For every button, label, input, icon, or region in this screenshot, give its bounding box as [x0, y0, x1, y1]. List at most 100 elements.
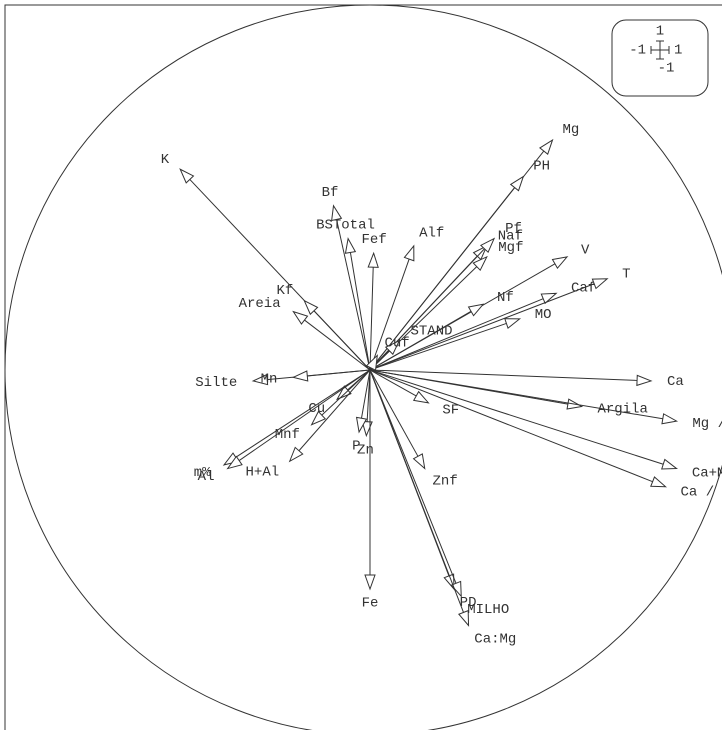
vector-label: m% [194, 465, 211, 481]
vector-label: Fef [362, 232, 387, 248]
vector-label: Ca / K [681, 485, 722, 501]
vector-label: Cuf [384, 336, 409, 352]
vector-shaft [307, 369, 371, 377]
vector-shaft [298, 369, 371, 452]
vector-head [384, 339, 401, 356]
vector-shaft [304, 319, 371, 371]
vector-shaft [238, 369, 371, 461]
vector-head [291, 370, 309, 382]
vector-label: K [161, 152, 170, 168]
vector-label: Mg / K [692, 416, 722, 432]
vector-shaft [360, 369, 371, 419]
y-tick-label: -1 [658, 61, 675, 77]
vector-head [450, 580, 462, 598]
vector-shaft [369, 258, 410, 371]
vector-label: H+Al [246, 464, 280, 480]
vector-shaft [369, 298, 544, 371]
vector-label: Nf [497, 290, 514, 306]
vector-shaft [369, 369, 638, 381]
vector-head [367, 251, 379, 268]
vector-label: V [581, 243, 590, 259]
vector-shaft [369, 369, 464, 613]
vector-label: Naf [498, 228, 523, 244]
vector-head [551, 256, 569, 270]
vector-label: Znf [433, 473, 458, 489]
vector-shaft [369, 187, 515, 371]
vector-shaft [336, 219, 371, 371]
vector-head [650, 476, 668, 488]
vector-head [251, 373, 269, 386]
vector-head [458, 609, 470, 627]
vector-shaft [369, 369, 417, 397]
vector-label: Bf [322, 185, 339, 201]
x-tick-label: -1 [629, 43, 646, 59]
vector-shaft [369, 369, 457, 584]
vector-label: SF [442, 402, 459, 418]
correlation-circle [4, 4, 722, 730]
frame [4, 4, 722, 730]
vector-head [344, 237, 357, 254]
vector-label: Al [198, 469, 215, 485]
vector-head [539, 138, 554, 155]
vector-head [179, 168, 195, 184]
vector-label: MO [535, 307, 552, 323]
vector-head [336, 385, 352, 401]
vector-head [472, 255, 488, 272]
vector-head [292, 310, 309, 325]
vector-label: BSTotal [316, 217, 375, 233]
vector-head [591, 278, 609, 290]
vector-head [303, 299, 319, 316]
vector-shaft [369, 369, 664, 465]
vector-label: Areia [239, 296, 281, 312]
vector-head [661, 413, 679, 425]
vector-label: Cu [308, 401, 325, 417]
vector-head [310, 410, 327, 426]
vector-head [540, 292, 558, 305]
vector-shaft [349, 252, 371, 371]
vector-label: Pf [505, 221, 522, 237]
vector-label: Fe [362, 596, 379, 612]
vector-head [509, 175, 525, 192]
vector-label: STAND [411, 324, 453, 340]
vector-head [479, 237, 496, 254]
vector-label: Silte [195, 375, 237, 391]
x-tick-label: 1 [674, 43, 682, 59]
vector-shaft [369, 369, 663, 420]
vector-label: MILHO [467, 602, 509, 618]
vector-label: P [352, 439, 360, 455]
vector-head [636, 374, 653, 387]
vector-shaft [369, 248, 485, 371]
vector-head [226, 455, 243, 470]
vector-head [467, 303, 485, 317]
vector-label: PD [460, 595, 477, 611]
vector-shaft [369, 283, 595, 371]
vector-head [504, 318, 522, 329]
vector-head [412, 453, 426, 470]
vector-label: Kf [276, 283, 293, 299]
vector-shaft [321, 369, 371, 416]
vector-shaft [369, 369, 419, 457]
vector-shaft [313, 310, 371, 371]
y-tick-label: 1 [656, 24, 664, 40]
vector-head [403, 244, 415, 262]
vector-label: Ca [667, 374, 684, 390]
vector-label: Argila [597, 402, 647, 418]
vector-head [331, 204, 343, 222]
vector-head [661, 458, 679, 470]
vector-head [364, 574, 376, 591]
vector-label: Alf [419, 225, 444, 241]
vector-head [355, 416, 368, 434]
vector-head [288, 446, 304, 463]
vector-head [412, 390, 430, 404]
vector-label: Mgf [498, 240, 523, 256]
vector-label: Ca:Mg [474, 631, 516, 647]
vector-label: Caf [571, 281, 596, 297]
vector-shaft [369, 369, 653, 483]
vector-label: T [622, 266, 630, 282]
vector-label: Ca+Mg / K [692, 466, 722, 482]
vector-head [365, 354, 378, 371]
vector-shaft [235, 369, 371, 458]
vector-label: PH [533, 158, 550, 174]
vector-label: Mn [261, 371, 278, 387]
